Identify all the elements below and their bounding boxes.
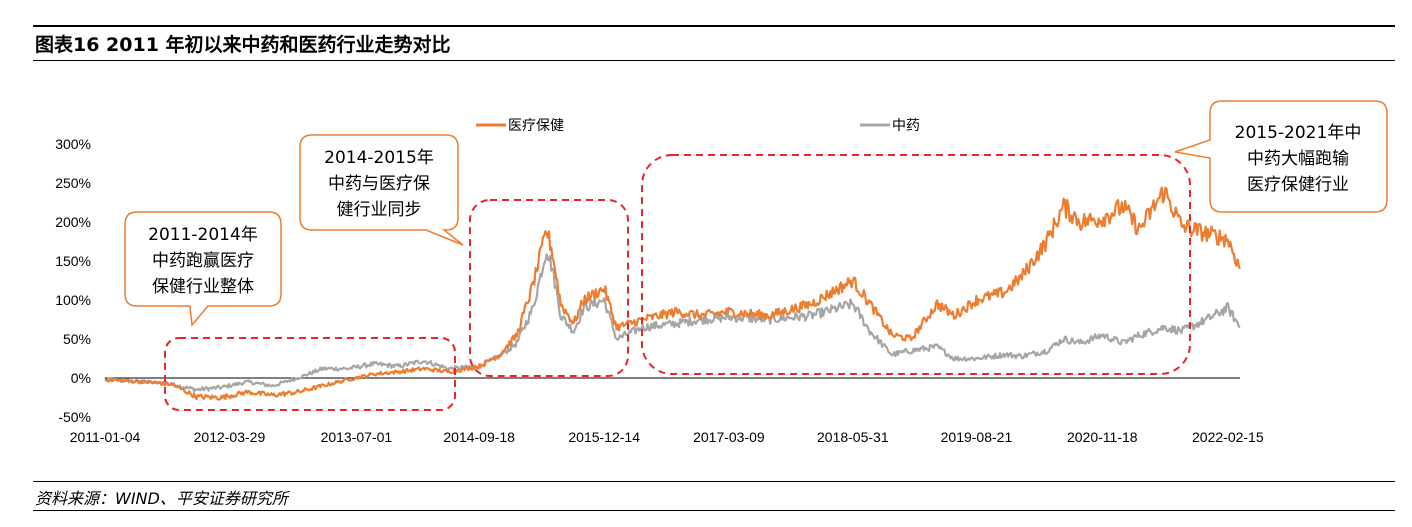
y-tick-label: 100% (55, 292, 91, 308)
x-tick-label: 2017-03-09 (693, 429, 765, 445)
series-line-tcm (104, 253, 1241, 393)
y-tick-label: 150% (55, 253, 91, 269)
highlight-box-2015-2021 (641, 154, 1191, 375)
legend-label: 医疗保健 (508, 117, 564, 133)
callout-2015-2021-line-1: 2015-2021年中 (1235, 123, 1362, 143)
footer-rule-bottom (33, 510, 1395, 511)
y-tick-label: 300% (55, 136, 91, 152)
series-group (104, 186, 1242, 401)
callout-2015-2021-line-2: 中药大幅跑输 (1247, 149, 1349, 169)
x-tick-label: 2018-05-31 (817, 429, 889, 445)
callout-2011-2014-line-2: 中药跑赢医疗 (152, 251, 254, 271)
x-tick-label: 2014-09-18 (443, 429, 515, 445)
x-tick-label: 2022-02-15 (1192, 429, 1264, 445)
x-axis: 2011-01-04 2012-03-29 2013-07-01 2014-09-18… (70, 377, 1264, 445)
highlight-box-2014-2015 (469, 199, 629, 377)
y-axis: -50% 0% 50% 100% 150% 200% 250% 300% (55, 136, 91, 425)
source-note: 资料来源：WIND、平安证券研究所 (35, 489, 288, 508)
x-tick-label: 2011-01-04 (70, 429, 141, 445)
callout-2015-2021-line-3: 医疗保健行业 (1247, 175, 1349, 195)
callout-bubble-2011-2014 (124, 211, 282, 327)
x-tick-label: 2019-08-21 (941, 429, 1013, 445)
top-rule (33, 25, 1395, 27)
highlight-box-2011-2014 (164, 337, 456, 411)
callout-2014-2015-line-1: 2014-2015年 (324, 148, 434, 168)
callout-2014-2015-line-3: 健行业同步 (337, 200, 422, 220)
callout-2011-2014-line-3: 保健行业整体 (152, 277, 254, 297)
x-tick-label: 2015-12-14 (568, 429, 640, 445)
page-title: 图表16 2011 年初以来中药和医药行业走势对比 (35, 34, 451, 56)
series-line-medical (104, 186, 1242, 401)
x-tick-label: 2012-03-29 (194, 429, 266, 445)
footer-rule-top (33, 481, 1395, 482)
y-tick-label: 50% (63, 331, 91, 347)
y-tick-label: 0% (71, 370, 91, 386)
callout-bubble-2014-2015 (299, 134, 464, 246)
x-tick-label: 2013-07-01 (321, 429, 393, 445)
legend: 医疗保健 中药 (476, 117, 920, 133)
y-tick-label: 250% (55, 175, 91, 191)
callout-bubble-2015-2021 (1174, 100, 1388, 213)
y-tick-label: 200% (55, 214, 91, 230)
x-tick-label: 2020-11-18 (1067, 429, 1138, 445)
y-tick-label: -50% (58, 409, 91, 425)
title-rule (33, 60, 1395, 61)
legend-label: 中药 (892, 117, 920, 133)
callout-2014-2015-line-2: 中药与医疗保 (328, 174, 430, 194)
callout-2011-2014-line-1: 2011-2014年 (148, 225, 258, 245)
